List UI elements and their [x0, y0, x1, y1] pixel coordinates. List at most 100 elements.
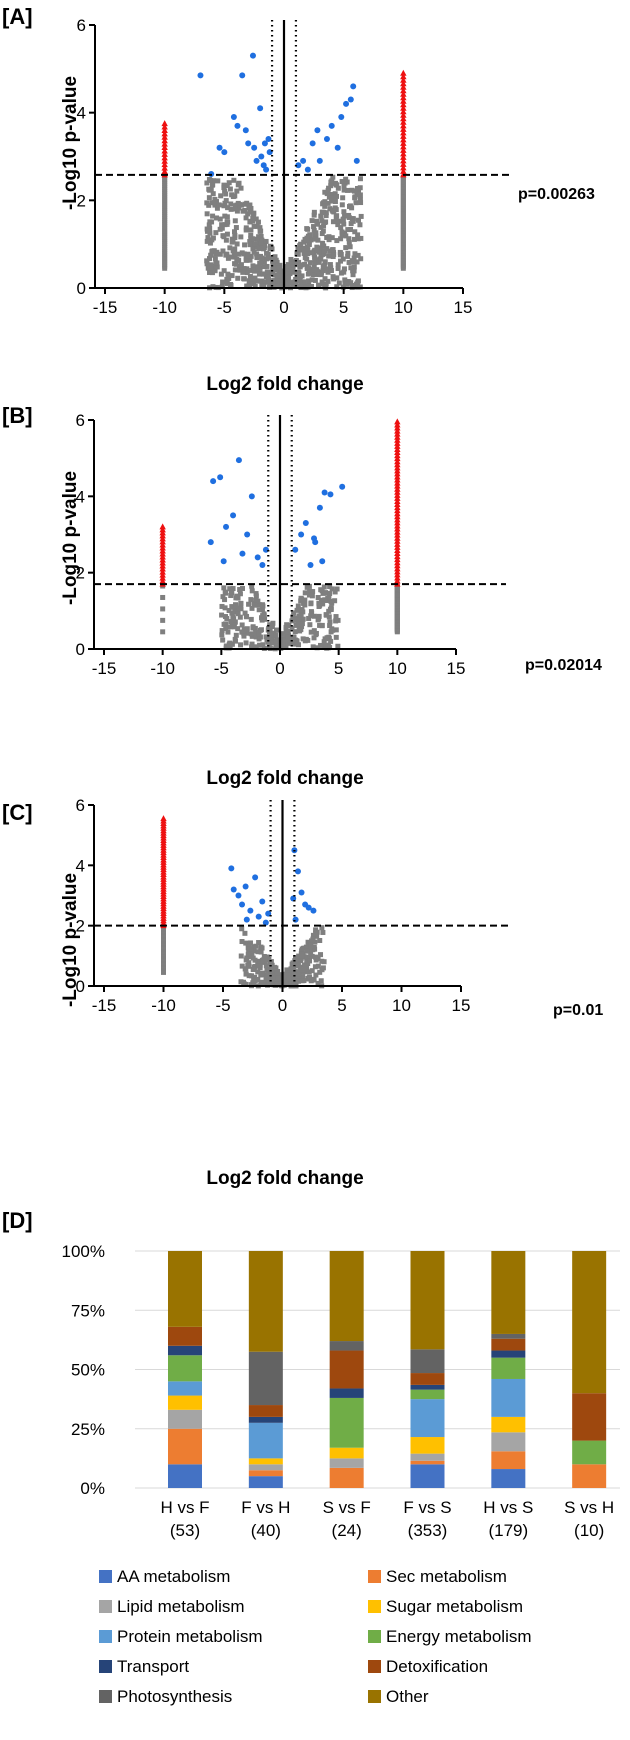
- nonsig-point: [253, 644, 259, 650]
- nonsig-point: [330, 174, 336, 180]
- nonsig-point: [230, 238, 236, 244]
- nonsig-point: [357, 185, 363, 191]
- nonsig-point: [282, 642, 288, 648]
- nonsig-point: [327, 606, 333, 612]
- significant-point: [328, 122, 335, 129]
- nonsig-point: [298, 956, 304, 962]
- nonsig-point: [220, 637, 226, 643]
- nonsig-point: [273, 257, 279, 263]
- nonsig-point: [225, 271, 231, 277]
- nonsig-point: [351, 255, 357, 261]
- nonsig-point: [338, 270, 344, 276]
- nonsig-point: [298, 627, 304, 633]
- significant-point: [235, 892, 242, 899]
- y-tick-label: 6: [77, 16, 86, 35]
- nonsig-point: [251, 945, 257, 951]
- nonsig-point: [315, 595, 321, 601]
- nonsig-point: [255, 949, 261, 955]
- nonsig-point: [273, 638, 279, 644]
- nonsig-point: [160, 594, 166, 600]
- nonsig-point: [264, 250, 270, 256]
- nonsig-point: [290, 267, 296, 273]
- nonsig-point: [357, 176, 363, 182]
- x-tick-label: 15: [452, 996, 471, 1015]
- nonsig-point: [318, 213, 324, 219]
- nonsig-point: [321, 243, 327, 249]
- nonsig-point: [295, 978, 301, 984]
- nonsig-point: [306, 592, 312, 598]
- nonsig-point: [299, 621, 305, 627]
- nonsig-point: [346, 212, 352, 218]
- nonsig-point: [297, 278, 303, 284]
- significant-point: [327, 491, 334, 498]
- x-tick-label: -5: [215, 996, 230, 1015]
- volcano-plot-c: [C] -Log10 p-value Log2 fold change p=0.…: [2, 796, 603, 1189]
- nonsig-point: [305, 637, 311, 643]
- bar-segment: [491, 1451, 526, 1470]
- nonsig-point: [314, 645, 320, 651]
- extreme-point: [394, 571, 401, 578]
- nonsig-point: [345, 250, 351, 256]
- nonsig-point: [204, 228, 210, 234]
- significant-point: [316, 504, 323, 511]
- nonsig-point: [305, 247, 311, 253]
- legend-swatch: [99, 1690, 112, 1703]
- nonsig-point: [309, 277, 315, 283]
- nonsig-point: [221, 234, 227, 240]
- category-count: (24): [332, 1521, 362, 1540]
- nonsig-point: [238, 642, 244, 648]
- nonsig-point: [328, 629, 334, 635]
- extreme-point: [394, 433, 401, 440]
- nonsig-point: [218, 193, 224, 199]
- nonsig-point: [343, 233, 349, 239]
- nonsig-point: [243, 640, 249, 646]
- plot-area-a: 0 2 4 6 -15 -10 -5 0 5 10 15: [77, 16, 513, 317]
- nonsig-point: [332, 205, 338, 211]
- significant-point: [302, 520, 309, 527]
- nonsig-point: [249, 644, 255, 650]
- nonsig-point: [299, 967, 305, 973]
- nonsig-point: [248, 281, 254, 287]
- nonsig-point: [244, 630, 250, 636]
- nonsig-point: [351, 268, 357, 274]
- nonsig-point: [317, 937, 323, 943]
- nonsig-point: [213, 251, 219, 257]
- significant-point: [220, 558, 227, 565]
- nonsig-point: [257, 627, 263, 633]
- extreme-point: [394, 568, 401, 575]
- nonsig-point: [334, 284, 340, 290]
- nonsig-point: [250, 263, 256, 269]
- nonsig-point: [228, 593, 234, 599]
- nonsig-point: [358, 235, 364, 241]
- nonsig-point: [251, 280, 257, 286]
- significant-point: [300, 157, 307, 164]
- nonsig-point: [222, 605, 228, 611]
- nonsig-point: [326, 234, 332, 240]
- extreme-point: [159, 574, 166, 581]
- nonsig-point: [214, 264, 220, 270]
- nonsig-point: [250, 966, 256, 972]
- extreme-point: [400, 139, 407, 146]
- nonsig-point: [250, 236, 256, 242]
- nonsig-point: [217, 251, 223, 257]
- nonsig-point: [215, 178, 221, 184]
- nonsig-point: [304, 226, 310, 232]
- nonsig-point: [312, 231, 318, 237]
- nonsig-point: [317, 602, 323, 608]
- extreme-point: [400, 118, 407, 125]
- x-tick-label: 15: [454, 298, 473, 317]
- panel-label-d: [D]: [2, 1208, 33, 1233]
- nonsig-point: [311, 209, 317, 215]
- nonsig-point: [316, 249, 322, 255]
- x-tick-label: -5: [217, 298, 232, 317]
- nonsig-point: [307, 588, 313, 594]
- nonsig-point: [220, 594, 226, 600]
- nonsig-point: [239, 939, 245, 945]
- extreme-point: [400, 97, 407, 104]
- nonsig-point: [340, 217, 346, 223]
- extreme-point: [400, 87, 407, 94]
- legend-swatch: [368, 1690, 381, 1703]
- nonsig-point: [327, 644, 333, 650]
- nonsig-point: [309, 968, 315, 974]
